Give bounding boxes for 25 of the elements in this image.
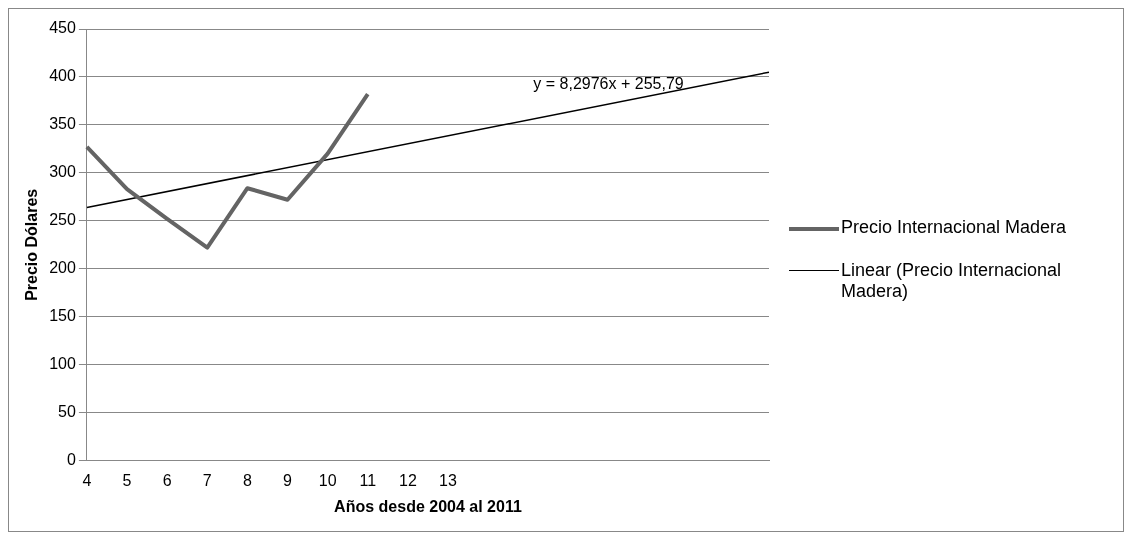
x-axis-title: Años desde 2004 al 2011 (334, 497, 522, 515)
y-tick-label: 100 (49, 355, 76, 373)
y-tick-label: 250 (49, 211, 76, 229)
x-tick-label: 4 (82, 471, 92, 489)
x-tick-label: 12 (398, 471, 417, 489)
x-tick-label: 6 (162, 471, 172, 489)
legend-label: Linear (Precio Internacional Madera) (841, 259, 1063, 302)
y-tick-label: 300 (49, 163, 76, 181)
y-tick-label: 0 (66, 451, 76, 469)
y-tick-label: 400 (49, 67, 76, 85)
y-tick-label: 150 (49, 307, 76, 325)
x-tick-label: 13 (439, 471, 458, 489)
annotation: y = 8,2976x + 255,79 (533, 75, 684, 93)
x-tick-label: 9 (283, 471, 293, 489)
x-tick-label: 10 (318, 471, 337, 489)
y-tick-label: 450 (49, 19, 76, 37)
x-tick-label: 5 (122, 471, 132, 489)
x-tick-label: 8 (242, 471, 252, 489)
y-tick-label: 200 (49, 259, 76, 277)
y-axis-title: Precio Dólares (23, 188, 41, 301)
legend-label: Precio Internacional Madera (841, 216, 1067, 238)
y-tick-label: 350 (49, 115, 76, 133)
y-tick-label: 50 (58, 403, 76, 421)
x-tick-label: 11 (359, 471, 377, 489)
x-tick-label: 7 (202, 471, 212, 489)
